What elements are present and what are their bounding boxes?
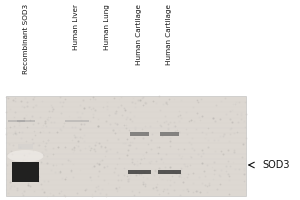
Bar [128, 170, 151, 174]
Bar [64, 120, 88, 122]
Bar [8, 120, 26, 122]
Bar [18, 144, 33, 148]
Text: SOD3: SOD3 [262, 160, 290, 170]
Bar [160, 132, 179, 136]
Ellipse shape [8, 150, 44, 162]
Text: Human Cartilage: Human Cartilage [167, 4, 172, 65]
Bar [6, 96, 246, 196]
Bar [12, 162, 39, 182]
Bar [16, 120, 34, 122]
Text: Recombinant SOD3: Recombinant SOD3 [22, 4, 28, 74]
Text: Human Cartilage: Human Cartilage [136, 4, 142, 65]
Text: Human Liver: Human Liver [74, 4, 80, 50]
Bar [158, 170, 181, 174]
Bar [130, 132, 149, 136]
Text: Human Lung: Human Lung [103, 4, 109, 50]
